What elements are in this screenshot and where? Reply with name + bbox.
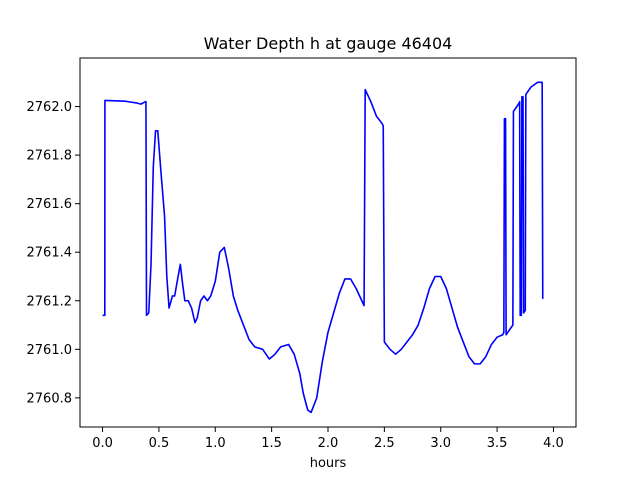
x-tick-label: 2.5 xyxy=(374,436,395,451)
x-tick-label: 3.0 xyxy=(430,436,451,451)
series-line-0 xyxy=(102,81,544,414)
x-tick-label: 2.0 xyxy=(318,436,339,451)
x-axis-label: hours xyxy=(310,456,347,471)
x-tick-label: 0.0 xyxy=(92,436,113,451)
y-tick-label: 2761.6 xyxy=(27,197,73,212)
x-axis-ticks: 0.0 0.5 1.0 1.5 2.0 2.5 3.0 3.5 4.0 xyxy=(92,427,564,451)
y-tick-label: 2761.8 xyxy=(27,149,73,164)
x-tick-label: 0.5 xyxy=(149,436,170,451)
plot-area xyxy=(80,58,576,427)
y-tick-label: 2762.0 xyxy=(27,100,73,115)
x-tick-label: 1.0 xyxy=(205,436,226,451)
y-axis-ticks: 2760.8 2761.0 2761.2 2761.4 2761.6 2761.8 2762… xyxy=(27,100,80,406)
chart-title: Water Depth h at gauge 46404 xyxy=(204,34,453,53)
plot-frame xyxy=(79,57,577,428)
x-tick-label: 4.0 xyxy=(543,436,564,451)
y-tick-label: 2761.0 xyxy=(27,343,73,358)
y-tick-label: 2760.8 xyxy=(27,391,73,406)
y-tick-label: 2761.4 xyxy=(27,246,73,261)
data-layer xyxy=(102,81,544,414)
x-tick-label: 1.5 xyxy=(261,436,282,451)
y-tick-label: 2761.2 xyxy=(27,294,73,309)
x-tick-label: 3.5 xyxy=(487,436,508,451)
